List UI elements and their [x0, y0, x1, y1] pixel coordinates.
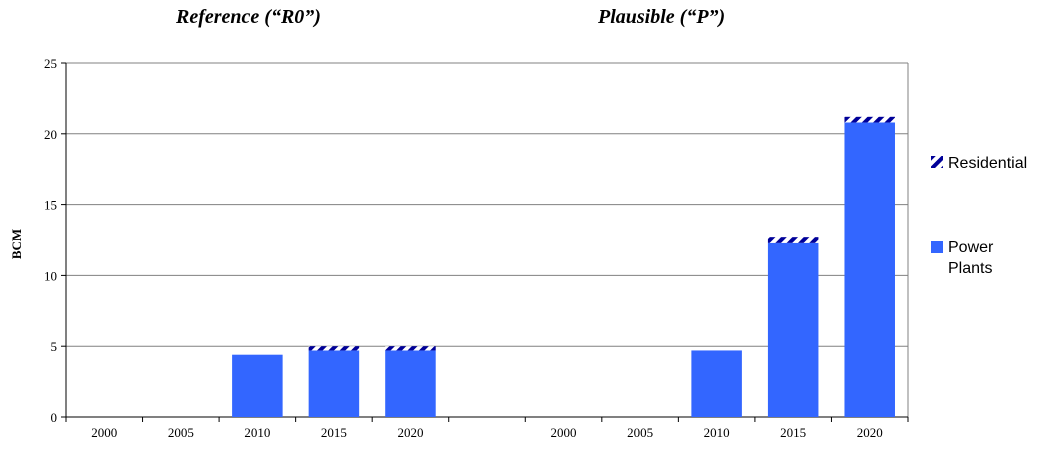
bar-power-plants — [691, 350, 742, 417]
legend-swatch-residential — [931, 156, 943, 168]
x-tick-label: 2015 — [321, 425, 347, 440]
x-tick-label: 2015 — [780, 425, 806, 440]
x-tick-label: 2010 — [704, 425, 730, 440]
bar-residential — [308, 346, 360, 351]
x-tick-label: 2020 — [857, 425, 883, 440]
x-tick-label: 2005 — [168, 425, 194, 440]
y-tick-label: 25 — [44, 56, 57, 71]
y-tick-label: 5 — [51, 339, 58, 354]
legend: Residential Power Plants — [931, 155, 1027, 277]
bar-residential — [385, 346, 436, 351]
y-tick-label: 20 — [44, 127, 57, 142]
chart-title-plausible: Plausible (“P”) — [598, 6, 726, 28]
x-tick-label: 2010 — [244, 425, 270, 440]
x-tick-label: 2000 — [91, 425, 117, 440]
x-tick-label: 2000 — [551, 425, 577, 440]
bar-power-plants — [767, 242, 819, 417]
y-tick-label: 10 — [44, 268, 57, 283]
y-tick-label: 15 — [44, 198, 57, 213]
legend-label-residential: Residential — [948, 155, 1027, 172]
chart-title-reference: Reference (“R0”) — [176, 6, 321, 28]
y-tick-label: 0 — [51, 410, 58, 425]
legend-label-power-plants: Power Plants — [948, 239, 994, 277]
bar-power-plants — [232, 354, 283, 417]
legend-swatch-power-plants — [931, 241, 943, 253]
bar-power-plants — [385, 350, 436, 417]
y-axis-label: BCM — [9, 229, 24, 259]
x-tick-label: 2020 — [397, 425, 423, 440]
bar-power-plants — [308, 350, 360, 417]
bar-power-plants — [844, 122, 895, 418]
x-tick-label: 2005 — [627, 425, 653, 440]
axes: 0 5 10 15 20 25 2000 2005 2010 2015 2020 2000 2005 20… — [44, 56, 909, 440]
bar-residential — [844, 116, 895, 123]
bar-residential — [767, 237, 819, 243]
bars — [232, 116, 895, 418]
gridlines — [66, 62, 909, 417]
